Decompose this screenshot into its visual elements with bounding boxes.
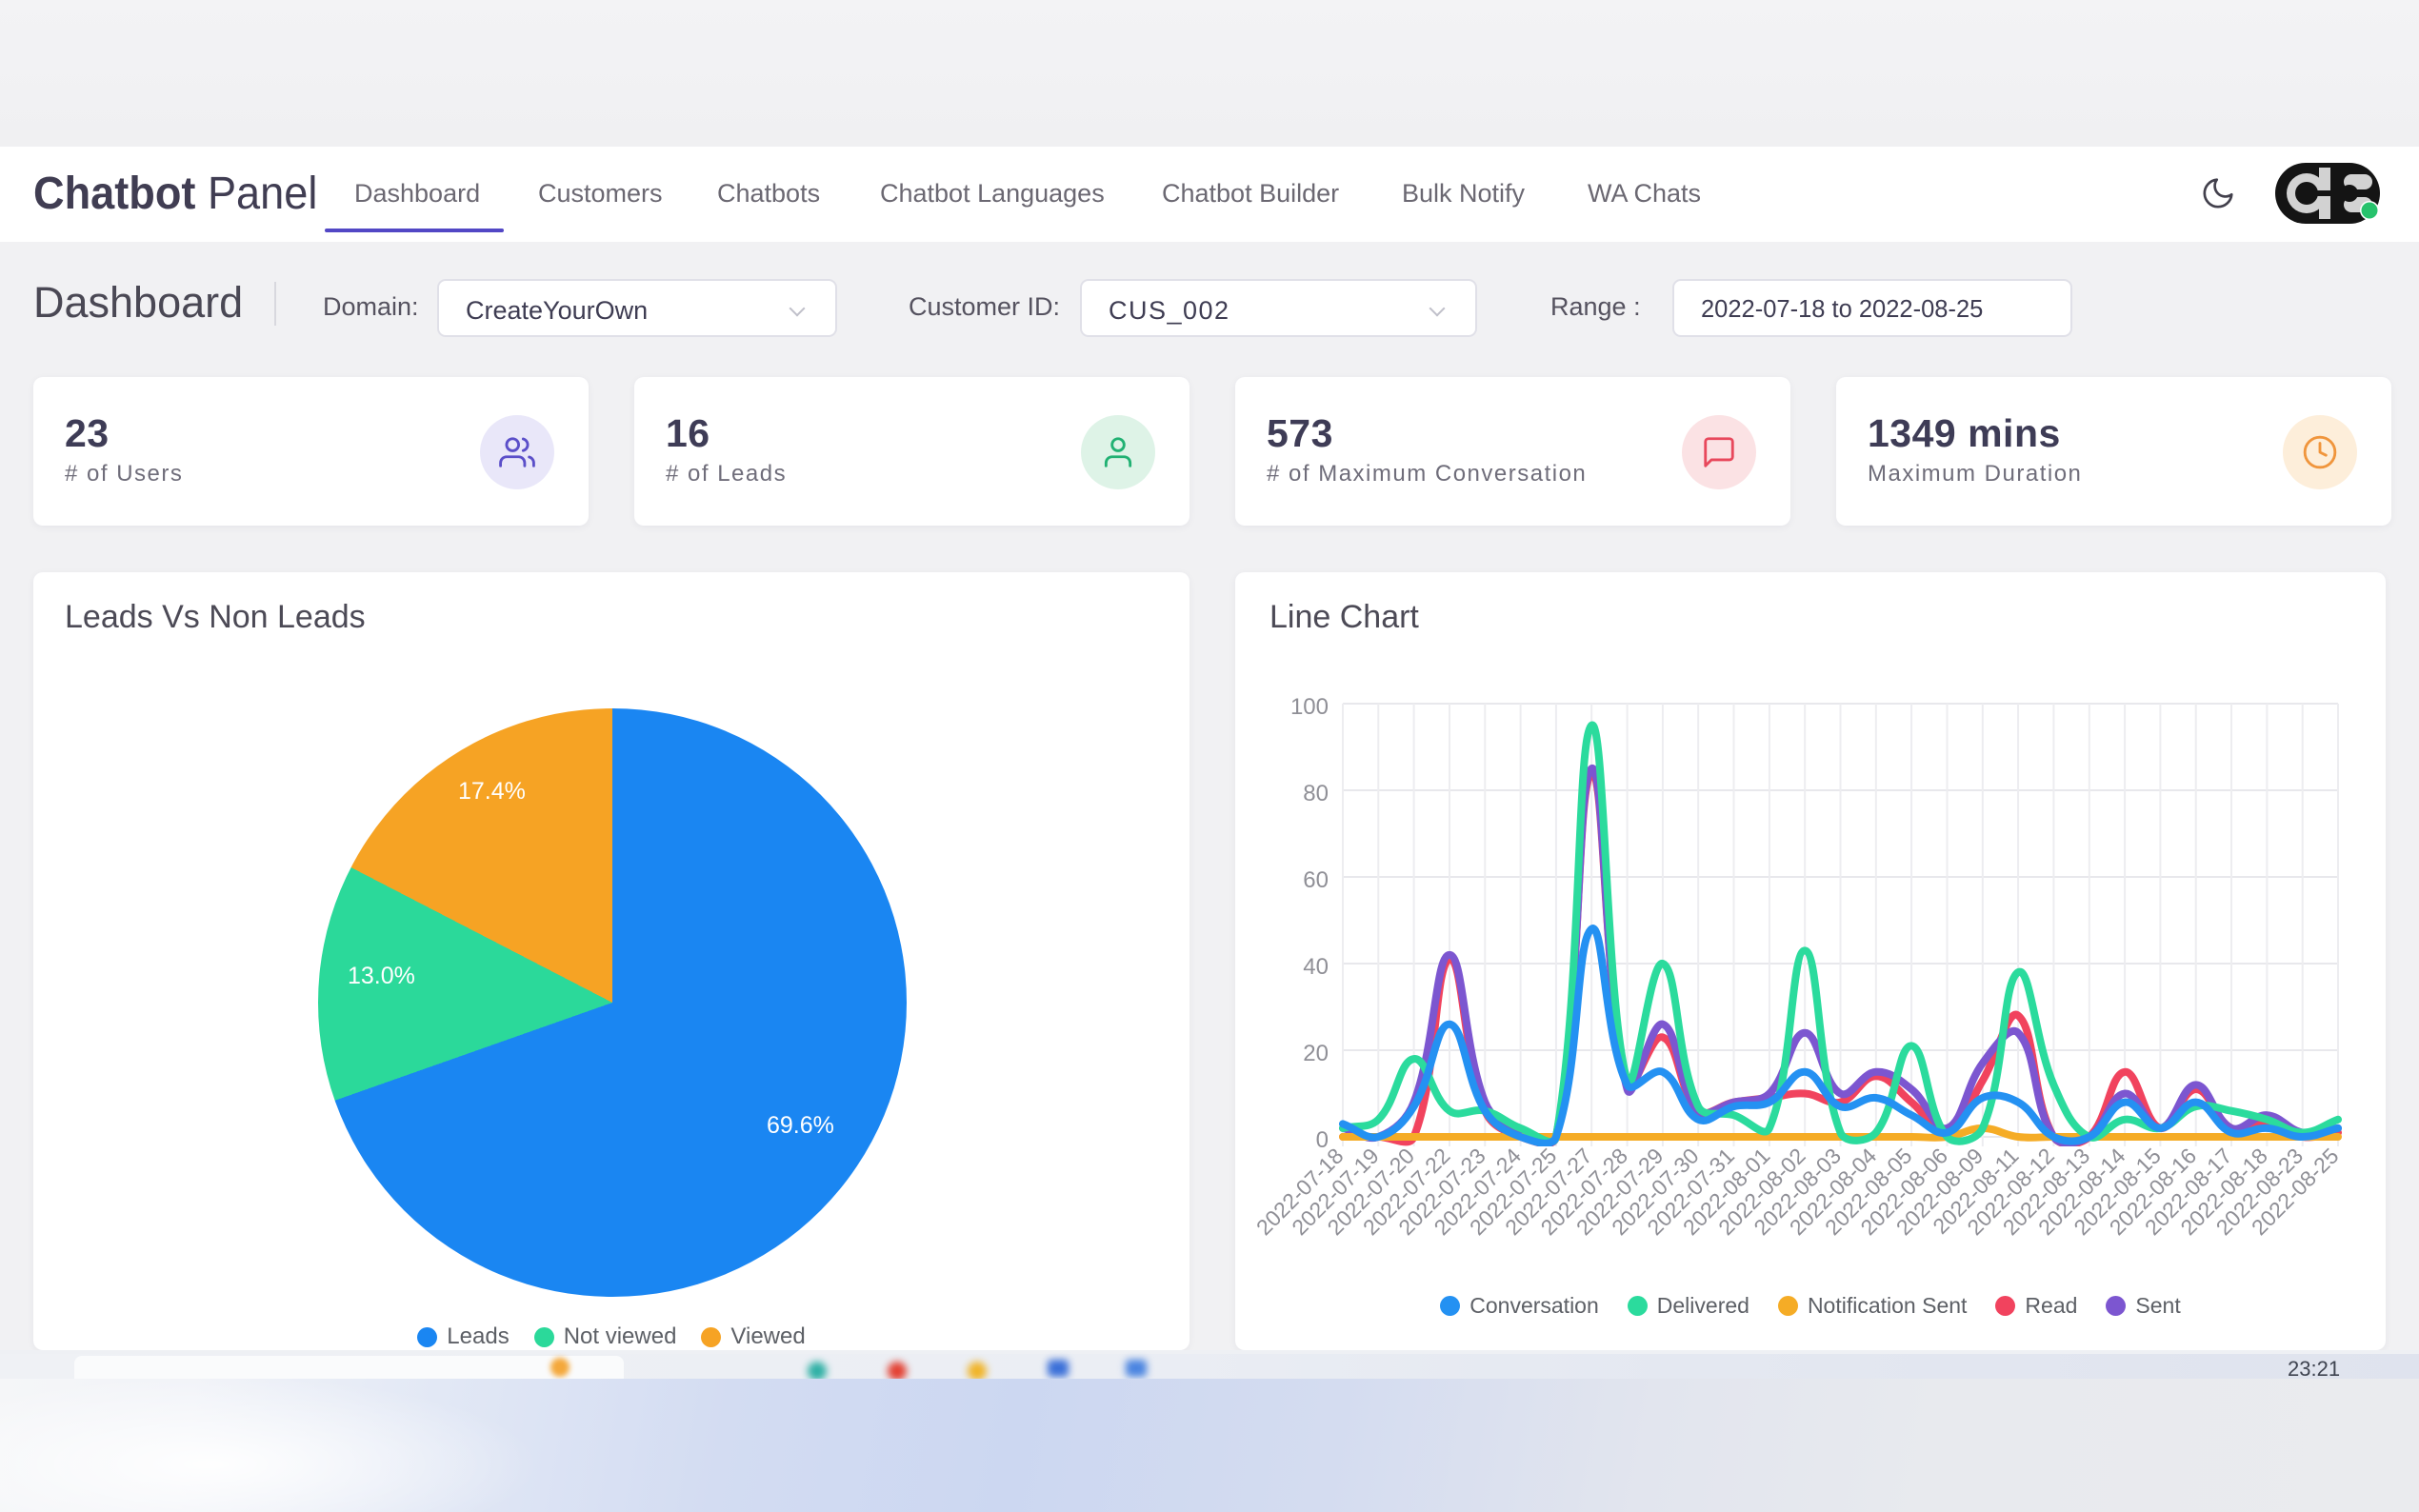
svg-text:40: 40 [1303, 954, 1329, 980]
svg-text:80: 80 [1303, 781, 1329, 806]
svg-text:60: 60 [1303, 867, 1329, 893]
svg-text:20: 20 [1303, 1041, 1329, 1066]
svg-text:100: 100 [1290, 694, 1329, 720]
svg-text:0: 0 [1316, 1127, 1329, 1153]
